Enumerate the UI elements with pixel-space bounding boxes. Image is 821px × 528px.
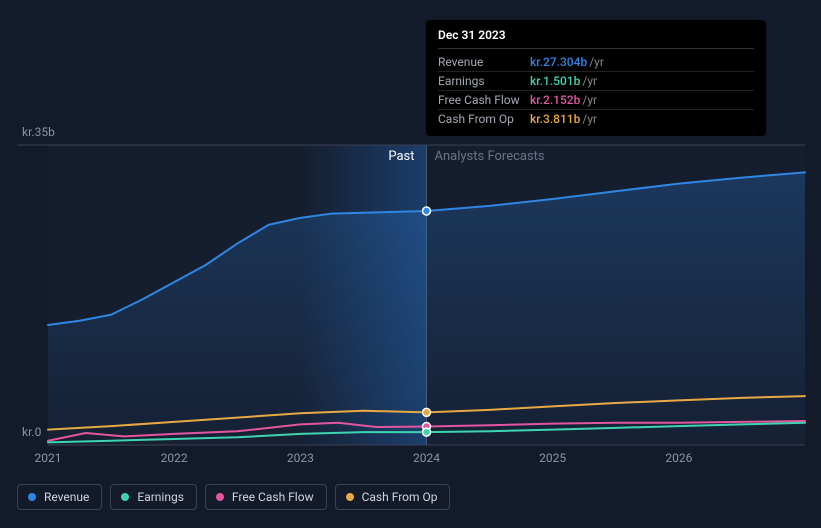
tooltip: Dec 31 2023 Revenue kr.27.304b /yr Earni… — [426, 20, 766, 136]
legend-item-label: Revenue — [44, 490, 89, 504]
tooltip-row-value: kr.2.152b — [530, 93, 580, 107]
legend-dot-icon — [121, 493, 129, 501]
tooltip-row-label: Free Cash Flow — [438, 93, 530, 107]
x-tick-label: 2025 — [539, 451, 566, 465]
financials-chart: kr.35b kr.0 2021 2022 2023 2024 2025 202… — [0, 0, 821, 524]
legend-dot-icon — [216, 493, 224, 501]
legend-item-free-cash-flow[interactable]: Free Cash Flow — [205, 484, 327, 510]
y-tick-label: kr.35b — [22, 125, 55, 139]
tooltip-row-unit: /yr — [582, 74, 597, 88]
tooltip-row-label: Earnings — [438, 74, 530, 88]
legend-item-label: Earnings — [137, 490, 184, 504]
legend-item-cash-from-op[interactable]: Cash From Op — [335, 484, 451, 510]
legend-dot-icon — [28, 493, 36, 501]
tooltip-row: Revenue kr.27.304b /yr — [438, 53, 754, 72]
tooltip-title: Dec 31 2023 — [438, 28, 754, 49]
past-label: Past — [388, 149, 414, 164]
x-tick-label: 2022 — [161, 451, 188, 465]
y-tick-label: kr.0 — [22, 425, 41, 439]
tooltip-row-unit: /yr — [582, 93, 597, 107]
tooltip-row-value: kr.1.501b — [530, 74, 580, 88]
tooltip-row-unit: /yr — [589, 55, 604, 69]
tooltip-row: Cash From Op kr.3.811b /yr — [438, 110, 754, 128]
tooltip-row-unit: /yr — [582, 112, 597, 126]
legend: Revenue Earnings Free Cash Flow Cash Fro… — [17, 484, 450, 510]
x-tick-label: 2023 — [287, 451, 314, 465]
tooltip-row-value: kr.3.811b — [530, 112, 580, 126]
tooltip-row: Earnings kr.1.501b /yr — [438, 72, 754, 91]
x-tick-label: 2024 — [413, 451, 440, 465]
legend-item-earnings[interactable]: Earnings — [110, 484, 197, 510]
legend-item-label: Free Cash Flow — [232, 490, 314, 504]
forecast-label: Analysts Forecasts — [435, 149, 545, 164]
tooltip-row-value: kr.27.304b — [530, 55, 587, 69]
x-tick-label: 2026 — [665, 451, 692, 465]
x-tick-label: 2021 — [35, 451, 62, 465]
tooltip-row-label: Revenue — [438, 55, 530, 69]
tooltip-row: Free Cash Flow kr.2.152b /yr — [438, 91, 754, 110]
tooltip-row-label: Cash From Op — [438, 112, 530, 126]
legend-item-revenue[interactable]: Revenue — [17, 484, 102, 510]
legend-dot-icon — [346, 493, 354, 501]
legend-item-label: Cash From Op — [362, 490, 438, 504]
